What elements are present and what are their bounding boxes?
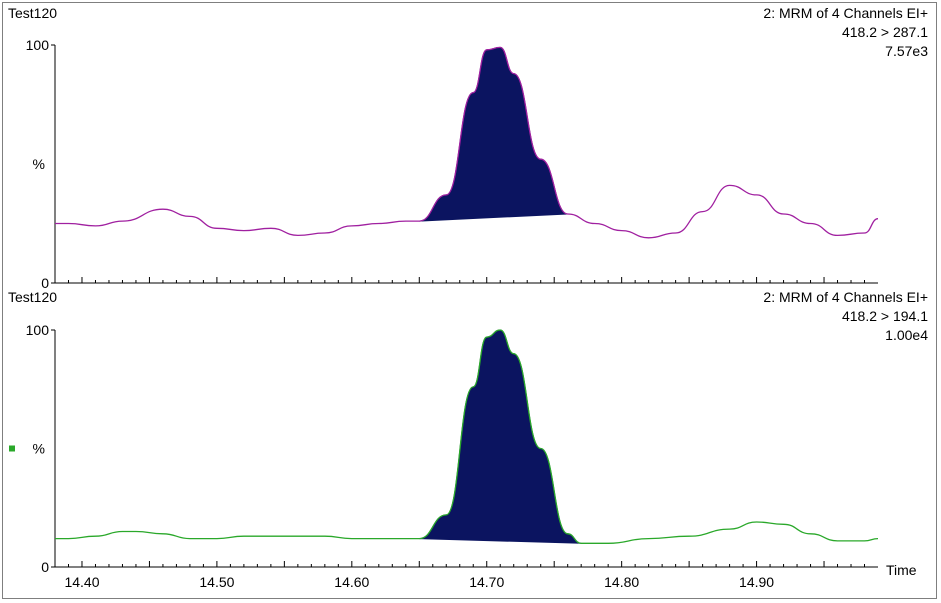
sample-label-1: Test120 xyxy=(8,5,57,21)
y-tick-label-100-2: 100 xyxy=(26,322,50,338)
y-tick-label-100-1: 100 xyxy=(26,37,50,53)
x-tick-label-4: 14.70 xyxy=(469,574,504,590)
x-tick-label-5: 14.80 xyxy=(604,574,639,590)
y-tick-label-0-2: 0 xyxy=(41,559,49,575)
sample-label-2: Test120 xyxy=(8,289,57,305)
x-tick-label-3: 14.60 xyxy=(334,574,369,590)
channel-title-line-2-2: 418.2 > 194.1 xyxy=(842,308,928,324)
channel-title-line-2-1: 2: MRM of 4 Channels EI+ xyxy=(763,289,928,305)
channel-title-line-1-3: 7.57e3 xyxy=(885,43,928,59)
trace-line-2 xyxy=(55,329,879,544)
trace-line-1 xyxy=(55,46,879,239)
integrated-peak-1 xyxy=(419,46,568,222)
channel-marker xyxy=(9,445,15,452)
y-tick-label-0-1: 0 xyxy=(41,275,49,291)
x-tick-label-2: 14.50 xyxy=(199,574,234,590)
channel-title-line-2-3: 1.00e4 xyxy=(885,327,928,343)
y-axis-label-2: % xyxy=(33,441,45,457)
channel-title-line-1-2: 418.2 > 287.1 xyxy=(842,24,928,40)
x-tick-label-6: 14.90 xyxy=(739,574,774,590)
x-axis-label: Time xyxy=(886,562,917,578)
x-tick-label-1: 14.40 xyxy=(64,574,99,590)
y-axis-label-1: % xyxy=(33,156,45,172)
channel-title-line-1-1: 2: MRM of 4 Channels EI+ xyxy=(763,5,928,21)
integrated-peak-2 xyxy=(419,329,582,544)
